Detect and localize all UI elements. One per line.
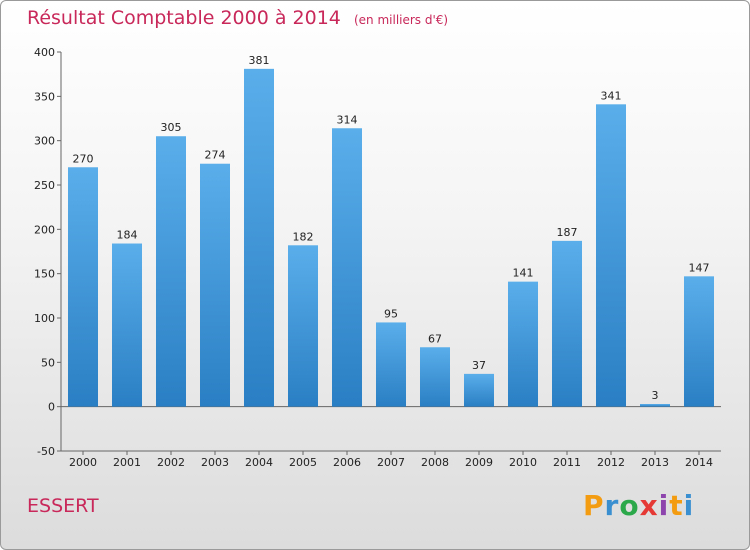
bar [420, 347, 450, 407]
bar [596, 104, 626, 407]
chart-title: Résultat Comptable 2000 à 2014 [27, 7, 341, 29]
x-tick-label: 2004 [245, 456, 273, 469]
y-tick-label: 300 [34, 135, 55, 148]
bars [68, 68, 714, 407]
bar [332, 128, 362, 407]
logo-letter: P [583, 489, 605, 522]
bar-value-label: 341 [601, 89, 622, 102]
bar-value-label: 95 [384, 307, 398, 320]
bar [376, 322, 406, 407]
bar-value-label: 270 [73, 152, 94, 165]
y-tick-label: 250 [34, 179, 55, 192]
commune-name: ESSERT [27, 495, 99, 517]
y-tick-label: 200 [34, 223, 55, 236]
x-tick-label: 2000 [69, 456, 97, 469]
chart-subtitle: (en milliers d'€) [353, 13, 449, 27]
bar-value-label: 37 [472, 359, 486, 372]
y-tick-label: 50 [41, 356, 55, 369]
y-tick-label: 400 [34, 46, 55, 59]
x-tick-label: 2014 [685, 456, 713, 469]
y-tick-label: 150 [34, 268, 55, 281]
bar [112, 243, 142, 407]
x-tick-label: 2006 [333, 456, 361, 469]
x-tick-label: 2007 [377, 456, 405, 469]
x-tick-label: 2011 [553, 456, 581, 469]
x-tick-label: 2012 [597, 456, 625, 469]
data-labels: 270 184 305 274 381 182 314 95 67 37 141 187 341 3 147 [73, 54, 710, 402]
bar-value-label: 305 [161, 121, 182, 134]
logo-letter: r [604, 489, 620, 522]
x-tick-label: 2002 [157, 456, 185, 469]
bar [288, 245, 318, 407]
logo-letter: t [669, 489, 684, 522]
bar-value-label: 184 [117, 229, 138, 242]
bar [640, 404, 670, 407]
bar-value-label: 3 [652, 389, 659, 402]
bar-value-label: 67 [428, 332, 442, 345]
bar-value-label: 147 [689, 261, 710, 274]
title-row: Résultat Comptable 2000 à 2014 (en milli… [27, 7, 448, 29]
x-tick-label: 2013 [641, 456, 669, 469]
bar [244, 68, 274, 407]
logo-letter: o [619, 489, 640, 522]
bar [552, 240, 582, 407]
bar [684, 276, 714, 407]
bar [68, 167, 98, 407]
y-tick-label: 350 [34, 90, 55, 103]
bar-value-label: 381 [249, 54, 270, 67]
bar [464, 373, 494, 407]
proxiti-logo: Proxiti [583, 489, 694, 522]
bar [508, 281, 538, 407]
x-tick-label: 2005 [289, 456, 317, 469]
bar [200, 163, 230, 407]
logo-letter: x [639, 489, 659, 522]
x-tick-label: 2001 [113, 456, 141, 469]
x-tick-label: 2003 [201, 456, 229, 469]
logo-letter: i [658, 489, 670, 522]
x-tick-label: 2009 [465, 456, 493, 469]
bar-value-label: 187 [557, 226, 578, 239]
y-tick-label: -50 [37, 445, 55, 458]
y-tick-label: 100 [34, 312, 55, 325]
logo-letter: i [683, 489, 695, 522]
bar [156, 136, 186, 407]
bar-value-label: 182 [293, 230, 314, 243]
x-tick-label: 2010 [509, 456, 537, 469]
bar-value-label: 314 [337, 113, 358, 126]
bar-value-label: 274 [205, 149, 226, 162]
bar-value-label: 141 [513, 267, 534, 280]
y-tick-label: 0 [48, 401, 55, 414]
x-tick-label: 2008 [421, 456, 449, 469]
